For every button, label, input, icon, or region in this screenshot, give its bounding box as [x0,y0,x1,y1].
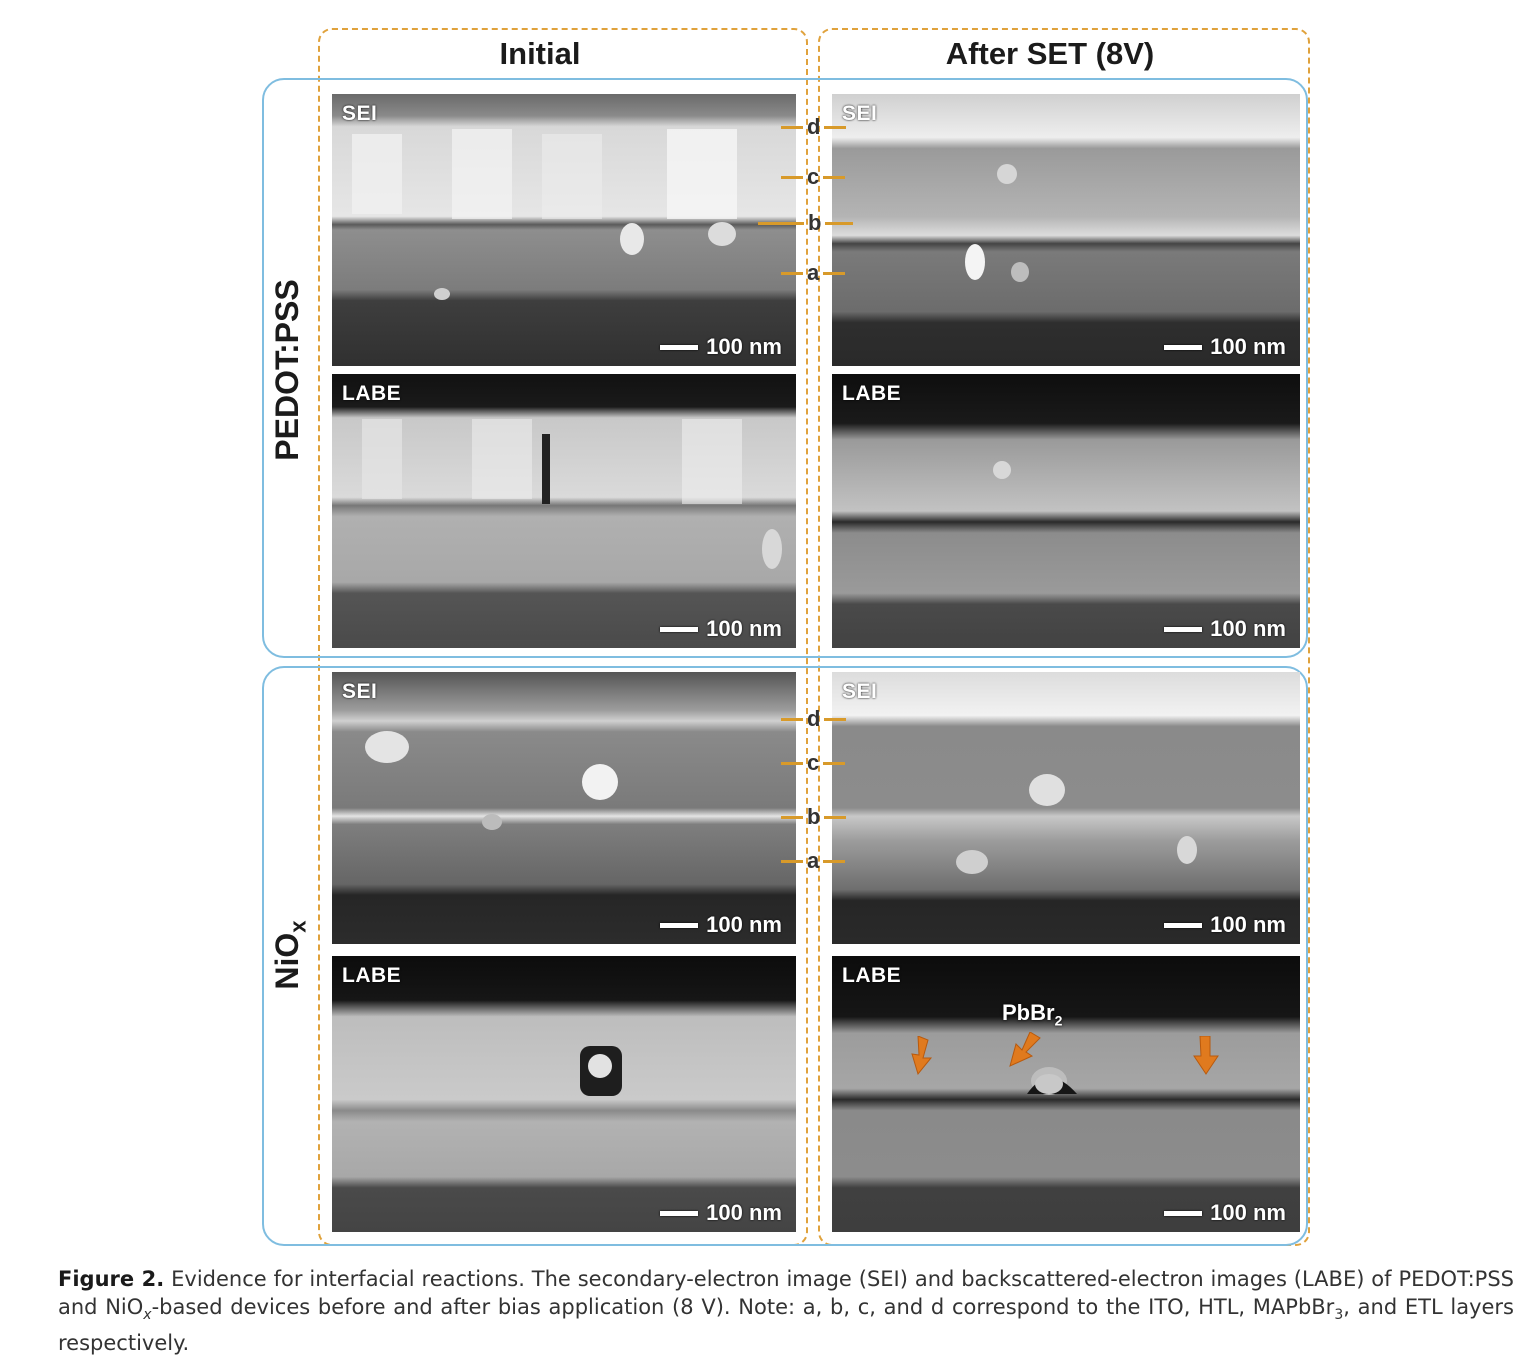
panel-tag-sei: SEI [842,680,878,703]
scale-bar: 100 nm [660,616,782,642]
caption-label: Figure 2. [58,1267,165,1291]
layer-marker-b: b [781,806,847,828]
panel-tag-labe: LABE [342,964,402,987]
panel-tag-labe: LABE [842,382,902,405]
scale-bar: 100 nm [660,1200,782,1226]
panel-tag-labe: LABE [842,964,902,987]
figure-caption: Figure 2. Evidence for interfacial react… [58,1267,1514,1356]
row-frame-niox [262,666,1308,1246]
panel-tag-sei: SEI [342,102,378,125]
panel-tag-sei: SEI [842,102,878,125]
micrograph-pedot-labe-after-set: LABE 100 nm [832,374,1300,648]
row-label-pedot: PEDOT:PSS [269,279,305,461]
scale-bar: 100 nm [660,334,782,360]
scale-bar: 100 nm [1164,334,1286,360]
panel-tag-labe: LABE [342,382,402,405]
micrograph-pedot-labe-initial: LABE 100 nm [332,374,796,648]
micrograph-pedot-sei-after-set: SEI 100 nm [832,94,1300,366]
scale-bar: 100 nm [660,912,782,938]
row-frame-pedot [262,78,1308,658]
layer-marker-c: c [781,752,846,774]
layer-marker-a: a [781,850,846,872]
column-title-after-set: After SET (8V) [945,36,1155,71]
layer-marker-b: b [758,212,854,234]
panel-tag-sei: SEI [342,680,378,703]
layer-marker-d: d [781,708,847,730]
orange-arrow-icon [1193,1036,1219,1075]
micrograph-pedot-sei-initial: SEI 100 nm [332,94,796,366]
orange-arrow-icon [1009,1032,1041,1067]
micrograph-niox-labe-after-set: LABE 100 nm [832,956,1300,1232]
scale-bar: 100 nm [1164,616,1286,642]
column-title-initial: Initial [499,36,581,71]
micrograph-niox-sei-after-set: SEI 100 nm [832,672,1300,944]
scale-bar: 100 nm [1164,912,1286,938]
layer-marker-a: a [781,262,846,284]
scale-bar: 100 nm [1164,1200,1286,1226]
orange-arrow-icon [911,1036,933,1076]
micrograph-niox-labe-initial: LABE 100 nm [332,956,796,1232]
micrograph-niox-sei-initial: SEI 100 nm [332,672,796,944]
pbbr2-annotation: PbBr2 [1002,1000,1063,1029]
layer-marker-d: d [781,116,847,138]
layer-marker-c: c [781,166,846,188]
row-label-niox: NiOx [269,920,311,990]
